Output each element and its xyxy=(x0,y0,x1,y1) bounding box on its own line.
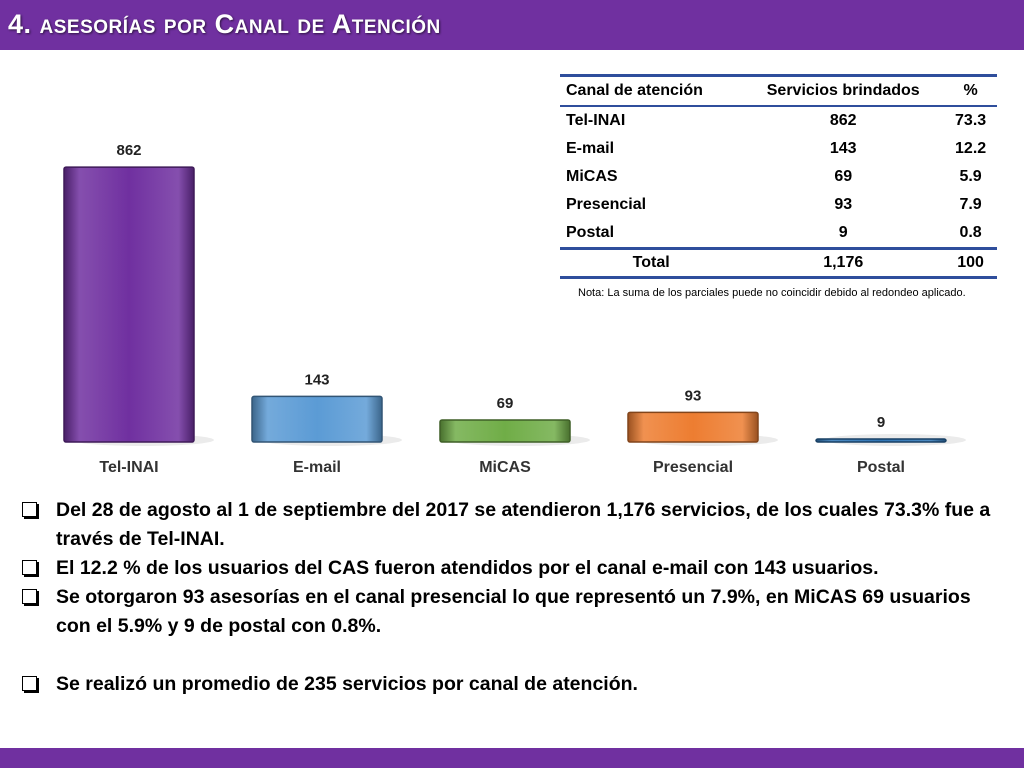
bullet-text: Se realizó un promedio de 235 servicios … xyxy=(56,673,638,695)
table-header-canal: Canal de atención xyxy=(560,74,743,107)
table-cell-servicios: 9 xyxy=(838,224,848,241)
table-cell-canal: Postal xyxy=(566,224,615,241)
checkbox-bullet-icon xyxy=(22,502,37,517)
table-cell-percent: 5.9 xyxy=(959,168,982,185)
bar-postal xyxy=(815,438,947,443)
table-cell-percent: 7.9 xyxy=(959,196,982,213)
bullet-text: El 12.2 % de los usuarios del CAS fueron… xyxy=(56,557,879,579)
table-total-label: Total xyxy=(560,247,743,279)
bar-value-label: 9 xyxy=(877,414,885,431)
table-header-percent: % xyxy=(944,74,997,107)
table-header-servicios: Servicios brindados xyxy=(742,74,945,107)
table-row: E-mail 143 12.2 xyxy=(560,135,997,163)
checkbox-bullet-icon xyxy=(22,560,37,575)
bar-value-label: 69 xyxy=(497,395,514,412)
bar-micas xyxy=(439,419,571,443)
table-row: Postal 9 0.8 xyxy=(560,219,997,249)
checkbox-bullet-icon xyxy=(22,589,37,604)
table-cell-canal: Presencial xyxy=(566,196,647,213)
bullet-item: Se otorgaron 93 asesorías en el canal pr… xyxy=(18,583,1008,641)
table-header-row: Canal de atención Servicios brindados % xyxy=(560,74,997,107)
checkbox-bullet-icon xyxy=(22,676,37,691)
table-cell-canal: MiCAS xyxy=(566,168,618,185)
bullet-item: Del 28 de agosto al 1 de septiembre del … xyxy=(18,496,1008,554)
bullet-text: Del 28 de agosto al 1 de septiembre del … xyxy=(56,499,991,550)
bullet-text: Se otorgaron 93 asesorías en el canal pr… xyxy=(56,586,971,637)
bar-presencial xyxy=(627,411,759,443)
table-cell-percent: 0.8 xyxy=(959,224,982,241)
bar-tel-inai xyxy=(63,166,195,443)
table-cell-canal: E-mail xyxy=(566,140,615,157)
bar-e-mail xyxy=(251,395,383,443)
table-cell-servicios: 69 xyxy=(834,168,853,185)
category-label: Tel-INAI xyxy=(99,459,158,476)
bullet-item: Se realizó un promedio de 235 servicios … xyxy=(18,670,1008,699)
bar-value-label: 862 xyxy=(116,142,141,159)
summary-bullets: Del 28 de agosto al 1 de septiembre del … xyxy=(18,496,1008,699)
table-row: Presencial 93 7.9 xyxy=(560,191,997,219)
table-cell-canal: Tel-INAI xyxy=(566,112,626,129)
footer-bar xyxy=(0,748,1024,768)
category-label: Postal xyxy=(857,459,905,476)
table-cell-percent: 73.3 xyxy=(955,112,987,129)
table-row: Tel-INAI 862 73.3 xyxy=(560,106,997,135)
page-title: 4. asesorías por Canal de Atención xyxy=(8,9,441,39)
table-row: MiCAS 69 5.9 xyxy=(560,163,997,191)
table-cell-servicios: 143 xyxy=(829,140,857,157)
header-bar: 4. asesorías por Canal de Atención xyxy=(0,0,1024,50)
table-total-row: Total 1,176 100 xyxy=(560,247,997,279)
bar-value-label: 93 xyxy=(685,387,702,404)
table-note: Nota: La suma de los parciales puede no … xyxy=(578,287,966,299)
table-cell-servicios: 93 xyxy=(834,196,853,213)
services-table: Canal de atención Servicios brindados % … xyxy=(560,74,997,279)
table-cell-percent: 12.2 xyxy=(955,140,987,157)
category-label: E-mail xyxy=(293,459,341,476)
bullet-item: El 12.2 % de los usuarios del CAS fueron… xyxy=(18,554,1008,583)
table-total-servicios: 1,176 xyxy=(742,247,945,279)
category-label: Presencial xyxy=(653,459,733,476)
table-total-percent: 100 xyxy=(944,247,997,279)
category-label: MiCAS xyxy=(479,459,531,476)
table-cell-servicios: 862 xyxy=(829,112,857,129)
bar-value-label: 143 xyxy=(304,371,329,388)
bar-chart: 862 Tel-INAI 143 E-mail 69 MiCAS 93 Presencial 9… xyxy=(63,142,966,476)
